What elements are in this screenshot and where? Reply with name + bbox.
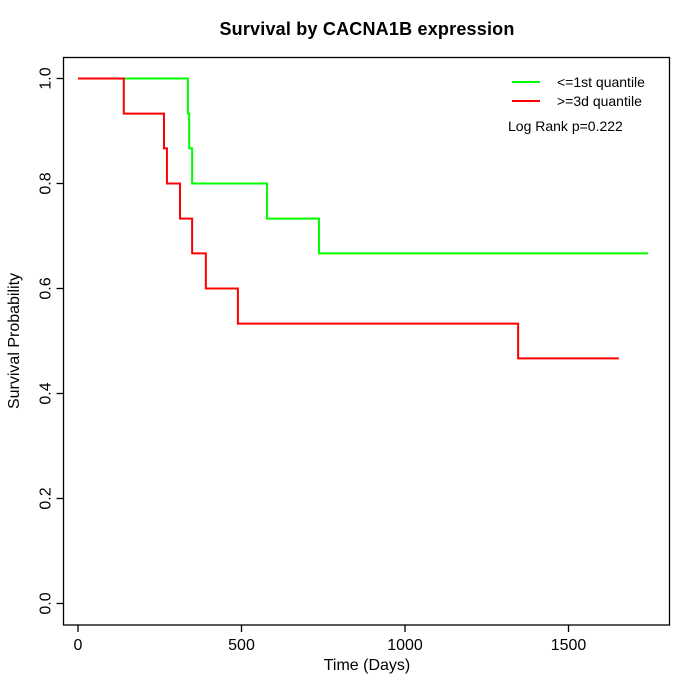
y-tick-label: 0.0 <box>38 592 55 614</box>
log-rank-annotation: Log Rank p=0.222 <box>508 118 623 134</box>
x-axis-label: Time (Days) <box>323 657 411 674</box>
y-tick-label: 0.6 <box>38 277 55 299</box>
plot-box <box>62 56 671 626</box>
x-tick-label: 500 <box>228 637 255 654</box>
legend-label-high-expression: >=3d quantile <box>557 92 642 109</box>
chart-title: Survival by CACNA1B expression <box>219 19 515 39</box>
x-tick-label: 1000 <box>387 637 423 654</box>
y-tick-label: 1.0 <box>38 67 55 89</box>
y-tick-label: 0.4 <box>38 382 55 404</box>
x-tick-label: 1500 <box>551 637 587 654</box>
y-tick-label: 0.8 <box>38 172 55 194</box>
legend-label-low-expression: <=1st quantile <box>557 73 645 90</box>
y-tick-label: 0.2 <box>38 487 55 509</box>
survival-curve-3d-quantile <box>78 77 619 360</box>
legend: <=1st quantile >=3d quantile <box>512 72 645 110</box>
legend-line-red <box>512 99 540 102</box>
x-tick-label: 0 <box>74 637 83 654</box>
legend-entry-high-expression: >=3d quantile <box>512 91 645 110</box>
survival-curve-1st-quantile <box>78 77 648 255</box>
legend-line-green <box>512 80 540 83</box>
y-axis-label: Survival Probability <box>6 272 23 410</box>
legend-entry-low-expression: <=1st quantile <box>512 72 645 91</box>
